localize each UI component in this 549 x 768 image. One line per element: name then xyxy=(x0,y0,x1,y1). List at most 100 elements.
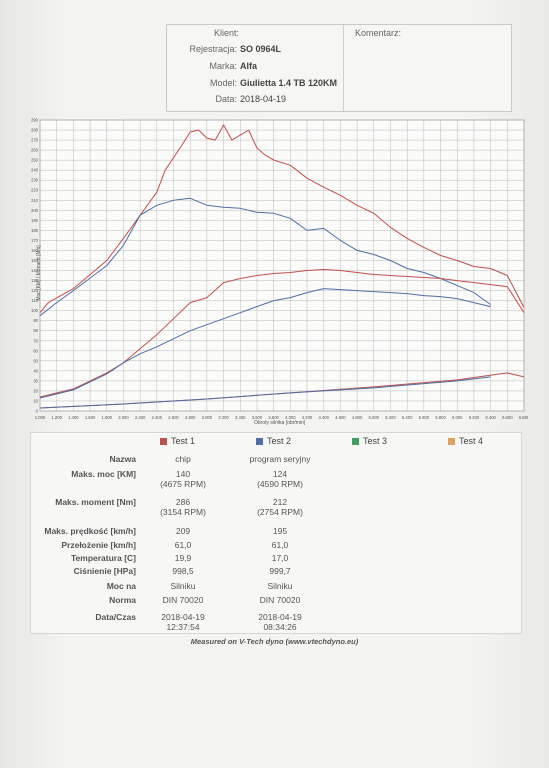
model-value: Giulietta 1.4 TB 120KM xyxy=(240,78,338,88)
data-value: 2018-04-19 xyxy=(240,94,287,104)
t2-date: 2018-04-19 xyxy=(258,612,302,622)
x-tick-label: 3.200 xyxy=(218,415,229,420)
plot-area xyxy=(39,119,525,412)
x-tick-label: 1.200 xyxy=(51,415,62,420)
x-tick-label: 6.000 xyxy=(452,415,463,420)
x-tick-label: 2.000 xyxy=(118,415,129,420)
x-tick-label: 6.600 xyxy=(502,415,513,420)
t1-temperatura: 19,9 xyxy=(174,553,192,563)
rejestracja-value: SO 0964L xyxy=(240,44,282,54)
y-tick-label: 10 xyxy=(33,398,38,403)
t1-przelozenie: 61,0 xyxy=(174,540,192,550)
t2-predkosc: 195 xyxy=(272,526,288,536)
x-tick-label: 2.400 xyxy=(152,415,163,420)
t1-cisnienie: 998,5 xyxy=(172,566,194,576)
y-tick-label: 100 xyxy=(31,308,39,313)
klient-row: Klient: xyxy=(167,28,343,42)
y-tick-label: 210 xyxy=(31,198,39,203)
row-label-dataczas: Data/Czas xyxy=(95,612,136,622)
vehicle-info-box: Klient: Rejestracja: SO 0964L Marka: Alf… xyxy=(166,24,512,112)
legend-test3-label: Test 3 xyxy=(363,436,388,446)
t2-nazwa: program seryjny xyxy=(249,454,311,464)
y-tick-label: 90 xyxy=(33,318,38,323)
t2-norma: DIN 70020 xyxy=(259,595,301,605)
legend-test3-swatch xyxy=(352,437,359,445)
t1-predkosc: 209 xyxy=(175,526,191,536)
t2-moc-rpm: (4590 RPM) xyxy=(257,479,303,489)
marka-label: Marka: xyxy=(209,61,237,71)
y-tick-label: 240 xyxy=(31,168,39,173)
row-label-norma: Norma xyxy=(109,595,136,605)
legend-test4-label: Test 4 xyxy=(459,436,484,446)
t2-temperatura: 17,0 xyxy=(271,553,289,563)
x-tick-label: 3.800 xyxy=(268,415,279,420)
x-tick-label: 5.800 xyxy=(435,415,446,420)
y-tick-label: 190 xyxy=(31,218,39,223)
legend-test4: Test 4 xyxy=(448,436,483,446)
x-tick-label: 1.800 xyxy=(102,415,113,420)
y-tick-label: 70 xyxy=(33,338,38,343)
t1-moment: 286 xyxy=(175,497,191,507)
x-tick-label: 4.000 xyxy=(285,415,296,420)
row-label-moment: Maks. moment [Nm] xyxy=(55,497,136,507)
chart-ylabel: Moc [KM] / Moment [Nm] xyxy=(36,245,42,301)
series-line-torque-test-2 xyxy=(39,197,491,317)
t2-moc: 124 xyxy=(272,469,288,479)
rejestracja-row: Rejestracja: SO 0964L xyxy=(167,44,343,58)
x-tick-label: 2.800 xyxy=(185,415,196,420)
x-tick-label: 6.200 xyxy=(469,415,480,420)
y-tick-label: 20 xyxy=(33,388,38,393)
series-line-power-test-1 xyxy=(39,269,525,398)
x-tick-label: 3.600 xyxy=(252,415,263,420)
x-tick-label: 5.600 xyxy=(419,415,430,420)
model-label: Model: xyxy=(209,78,237,88)
y-tick-label: 150 xyxy=(31,258,39,263)
y-tick-label: 120 xyxy=(31,288,39,293)
x-tick-label: 1.400 xyxy=(68,415,79,420)
y-tick-label: 0 xyxy=(36,409,39,414)
x-tick-label: 2.600 xyxy=(168,415,179,420)
y-tick-label: 40 xyxy=(33,368,38,373)
series-line-torque-test-1 xyxy=(39,124,525,314)
model-row: Model: Giulietta 1.4 TB 120KM xyxy=(167,78,343,92)
t1-norma: DIN 70020 xyxy=(162,595,204,605)
row-label-temperatura: Temperatura [C] xyxy=(70,553,136,563)
x-tick-label: 6.400 xyxy=(485,415,496,420)
data-row: Data: 2018-04-19 xyxy=(167,94,343,108)
legend-test3: Test 3 xyxy=(352,436,387,446)
x-tick-label: 4.800 xyxy=(352,415,363,420)
series-line-loss-test-2 xyxy=(39,376,491,409)
y-tick-label: 180 xyxy=(31,228,39,233)
y-tick-label: 250 xyxy=(31,158,39,163)
t1-moc-rpm: (4675 RPM) xyxy=(160,479,206,489)
row-label-cisnienie: Ciśnienie [HPa] xyxy=(73,566,136,576)
header-divider xyxy=(343,25,344,111)
rejestracja-label: Rejestracja: xyxy=(189,44,237,54)
x-tick-label: 2.200 xyxy=(135,415,146,420)
y-tick-label: 140 xyxy=(31,268,39,273)
x-tick-label: 6.800 xyxy=(519,415,528,420)
row-label-moc: Maks. moc [KM] xyxy=(71,469,136,479)
x-tick-label: 1.600 xyxy=(85,415,96,420)
t1-moment-rpm: (3154 RPM) xyxy=(160,507,206,517)
t2-moment: 212 xyxy=(272,497,288,507)
x-tick-label: 3.000 xyxy=(202,415,213,420)
x-tick-label: 5.400 xyxy=(402,415,413,420)
row-label-mocna: Moc na xyxy=(106,581,136,591)
y-tick-label: 260 xyxy=(31,148,39,153)
komentarz-label: Komentarz: xyxy=(355,28,402,38)
y-tick-label: 160 xyxy=(31,248,39,253)
y-tick-label: 60 xyxy=(33,348,38,353)
legend-test2-swatch xyxy=(256,437,263,445)
y-tick-label: 230 xyxy=(31,178,39,183)
marka-value: Alfa xyxy=(240,61,258,71)
y-tick-label: 50 xyxy=(33,358,38,363)
row-label-nazwa: Nazwa xyxy=(109,454,136,464)
series-line-power-test-2 xyxy=(39,288,491,399)
results-table xyxy=(30,432,522,634)
y-tick-label: 30 xyxy=(33,378,38,383)
y-tick-label: 290 xyxy=(31,118,39,123)
x-tick-label: 1.000 xyxy=(35,415,46,420)
t2-przelozenie: 61,0 xyxy=(271,540,289,550)
footer-credit: Measured on V-Tech dyno (www.vtechdyno.e… xyxy=(190,637,359,646)
